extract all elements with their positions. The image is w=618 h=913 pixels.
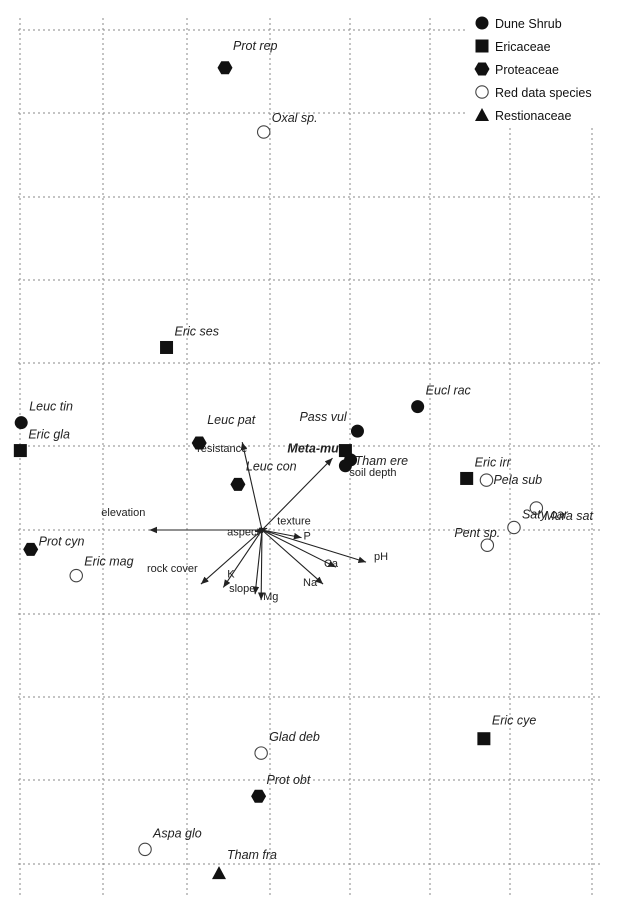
label-eric-mag: Eric mag [84,555,133,569]
vector-ca [261,529,337,568]
label-soil-depth: soil depth [349,467,396,479]
label-eric-ses: Eric ses [175,324,219,338]
vector-k [222,529,263,588]
point-meta-mu [338,444,352,458]
vector-mg [257,529,265,601]
legend: Dune Shrub Ericaceae Proteaceae Red data sp… [466,8,618,126]
vector-label-resistance: resistance [197,443,247,455]
vector-label-rock-cover: rock cover [147,563,198,575]
grid [18,18,600,895]
label-glad-deb: Glad deb [269,730,320,744]
legend-label-eric: Ericaceae [495,40,551,54]
point-prot-obt [251,789,267,803]
vector-label-mg: Mg [263,591,278,603]
point-aspa-glo [138,842,152,857]
point-pent-sp [480,538,495,552]
label-aspa-glo: Aspa glo [152,826,202,840]
label-leuc-con: Leuc con [246,459,297,473]
label-tham-fra: Tham fra [227,848,277,862]
label-mura-sat: Mura sat [544,509,593,523]
point-eucl-rac [411,400,425,414]
point-eric-ses [160,340,174,354]
label-leuc-pat: Leuc pat [207,413,255,427]
vector-label-slope: slope [229,583,255,595]
legend-label-rest: Restionaceae [495,109,571,123]
legend-marker-prot [474,62,490,76]
legend-marker-eric [475,39,489,53]
label-meta-mu: Meta-mu [287,442,339,456]
vector-ph [261,529,367,563]
legend-marker-red [475,85,489,99]
point-leuc-con [230,477,246,491]
legend-marker-dune [475,16,489,30]
label-pent-sp: Pent sp. [454,526,500,540]
vector-meta-mu-vec [261,457,333,531]
vector-label-na: Na [303,577,318,589]
label-pass-vul: Pass vul [299,410,347,424]
label-prot-cyn: Prot cyn [39,534,85,548]
species-points: Prot rep Oxal sp. Eric ses Leuc tin Eric gla… [13,39,593,880]
legend-label-prot: Proteaceae [495,63,559,77]
vector-na [261,529,324,585]
point-pass-vul [350,424,364,438]
point-prot-cyn [23,542,39,556]
vector-label-ph: pH [374,551,388,563]
label-pela-sub: Pela sub [493,473,542,487]
label-eucl-rac: Eucl rac [426,384,472,398]
vector-label-p: P [304,531,311,543]
point-oxal-sp [256,125,271,139]
point-eric-cye [477,732,491,746]
vector-label-k: K [227,568,235,580]
point-glad-deb [254,746,268,760]
legend-box [466,8,618,126]
point-soil-depth [338,459,352,473]
legend-marker-rest [475,108,489,121]
label-oxal-sp: Oxal sp. [272,111,318,125]
label-eric-irr: Eric irr [475,455,512,469]
label-tham-ere: Tham ere [355,454,409,468]
vector-p [261,529,302,540]
label-saty-car: Saty car [522,507,569,521]
vector-label-texture: texture [277,515,311,527]
vector-slope [252,529,263,595]
point-prot-rep [217,61,233,75]
point-saty-car [507,520,521,535]
label-prot-rep: Prot rep [233,39,278,53]
point-mura-sat [529,501,544,515]
legend-label-dune: Dune Shrub [495,17,562,31]
vector-rock-cover [200,529,263,585]
label-eric-gla: Eric gla [28,428,70,442]
vector-label-aspect: aspect [227,527,259,539]
vector-resistance [240,441,263,531]
legend-label-red: Red data species [495,86,592,100]
vector-label-ca: Ca [324,558,339,570]
point-eric-gla [13,444,27,458]
label-prot-obt: Prot obt [267,773,311,787]
vector-label-elevation: elevation [101,507,145,519]
point-eric-mag [69,568,83,583]
point-leuc-tin [14,416,28,430]
point-pela-sub [479,473,494,487]
point-tham-fra [212,866,226,880]
point-leuc-pat [191,436,207,450]
label-eric-cye: Eric cye [492,714,537,728]
point-eric-irr [460,471,474,485]
label-leuc-tin: Leuc tin [29,400,73,414]
